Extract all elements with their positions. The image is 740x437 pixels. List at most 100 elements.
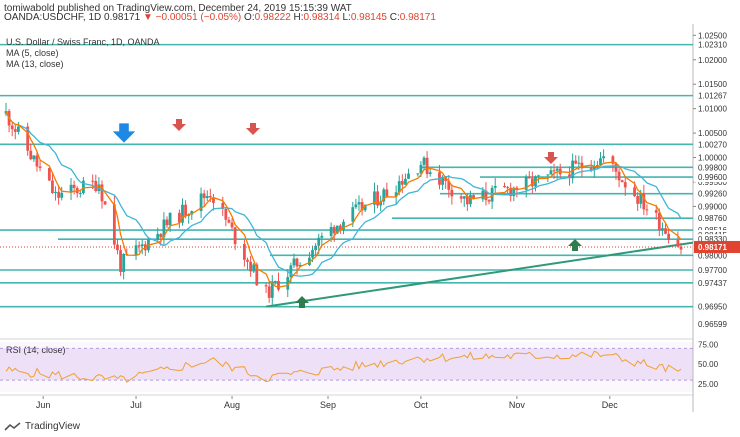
- level-label: 0.99260: [698, 190, 727, 199]
- low-value: 0.98145: [350, 12, 387, 23]
- trendline: [265, 241, 694, 308]
- candle-body: [91, 180, 95, 182]
- x-tick-label: Dec: [602, 400, 619, 410]
- candle-body: [549, 170, 553, 175]
- candle-body: [156, 233, 160, 240]
- level-label: 0.99800: [698, 163, 727, 172]
- candle-body: [13, 129, 17, 132]
- candle-body: [577, 162, 581, 164]
- candle-body: [397, 181, 401, 193]
- candle-body: [450, 189, 454, 197]
- change: ▼ −0.00051 (−0.05%): [142, 12, 242, 23]
- publish-info: tomiwabold published on TradingView.com,…: [0, 0, 740, 20]
- candle-body: [428, 172, 432, 175]
- level-label-bg: [694, 301, 740, 312]
- candle-body: [642, 193, 646, 210]
- candle-body: [580, 162, 584, 169]
- open-value: 0.98222: [254, 12, 291, 23]
- candle-body: [441, 176, 444, 185]
- level-label-bg: [694, 139, 740, 150]
- candle-body: [314, 245, 318, 251]
- candle-body: [230, 222, 234, 228]
- arrow-shape: [112, 123, 136, 143]
- level-label: 0.96599: [698, 320, 727, 329]
- candle-body: [212, 197, 215, 203]
- candle-body: [679, 246, 683, 250]
- level-label-bg: [694, 277, 740, 288]
- candle-body: [264, 285, 268, 287]
- arrow-shape: [568, 239, 582, 251]
- candle-body: [360, 202, 364, 211]
- candle-body: [552, 170, 556, 172]
- candle-body: [599, 158, 602, 166]
- level-label: 0.98000: [698, 251, 727, 260]
- candle-body: [335, 225, 339, 234]
- candle-body: [205, 196, 209, 199]
- candle-body: [592, 166, 596, 171]
- candle-body: [339, 225, 342, 230]
- red-down-arrow-icon: [544, 152, 558, 164]
- candle-body: [246, 259, 249, 262]
- candle-body: [202, 193, 206, 199]
- candle-body: [645, 209, 649, 211]
- candle-body: [165, 219, 169, 226]
- x-tick-label: Oct: [414, 400, 429, 410]
- candle-body: [487, 200, 491, 202]
- candle-body: [57, 191, 61, 198]
- candle-body: [407, 173, 410, 179]
- candle-body: [267, 286, 271, 298]
- footer-brand[interactable]: TradingView: [25, 421, 81, 432]
- candle-body: [26, 126, 30, 151]
- candle-body: [416, 173, 420, 175]
- candle-body: [181, 204, 184, 223]
- candle-body: [16, 126, 20, 132]
- high-value: 0.98314: [303, 12, 340, 23]
- candle-body: [137, 245, 141, 247]
- symbol-row: OANDA:USDCHF, 1D 0.98171 ▼ −0.00051 (−0.…: [0, 12, 740, 24]
- candle-body: [376, 191, 379, 206]
- candle-body: [623, 182, 627, 188]
- y-tick-label: 1.00500: [698, 129, 727, 138]
- rsi-line: [5, 350, 682, 383]
- chart-title: U.S. Dollar / Swiss Franc, 1D, OANDA: [6, 37, 160, 47]
- candle-body: [633, 187, 636, 197]
- candle-body: [617, 171, 621, 181]
- candle-body: [524, 176, 528, 190]
- candle-body: [270, 281, 274, 298]
- x-tick-label: Jun: [36, 400, 51, 410]
- candle-body: [289, 265, 293, 278]
- candle-body: [295, 258, 299, 267]
- level-label-bg: [694, 172, 740, 183]
- level-label-bg: [694, 213, 740, 224]
- candle-body: [363, 204, 367, 211]
- level-label: 0.98760: [698, 214, 727, 223]
- level-label: 1.01267: [698, 92, 727, 101]
- level-label: 0.96950: [698, 303, 727, 312]
- close-value: 0.98171: [399, 12, 436, 23]
- candle-body: [394, 192, 398, 197]
- candle-body: [512, 187, 516, 197]
- candle-body: [490, 187, 494, 202]
- candle-body: [342, 221, 345, 230]
- candle-body: [354, 204, 358, 208]
- candle-body: [103, 201, 107, 205]
- high-label: H:: [293, 12, 304, 23]
- candle-body: [481, 190, 485, 200]
- candle-body: [385, 189, 389, 197]
- level-label-bg: [694, 265, 740, 275]
- candle-body: [636, 196, 640, 204]
- candle-body: [667, 233, 671, 240]
- candle-body: [308, 257, 311, 265]
- candles: [4, 103, 683, 307]
- candle-body: [639, 193, 643, 204]
- candle-body: [530, 178, 534, 187]
- candle-body: [620, 180, 624, 183]
- candle-body: [292, 258, 296, 266]
- green-up-arrow-icon: [568, 239, 582, 251]
- candle-body: [54, 191, 57, 194]
- candle-body: [32, 155, 36, 160]
- candle-body: [140, 244, 144, 246]
- y-tick-label: 1.02500: [698, 31, 727, 40]
- candle-body: [100, 184, 104, 202]
